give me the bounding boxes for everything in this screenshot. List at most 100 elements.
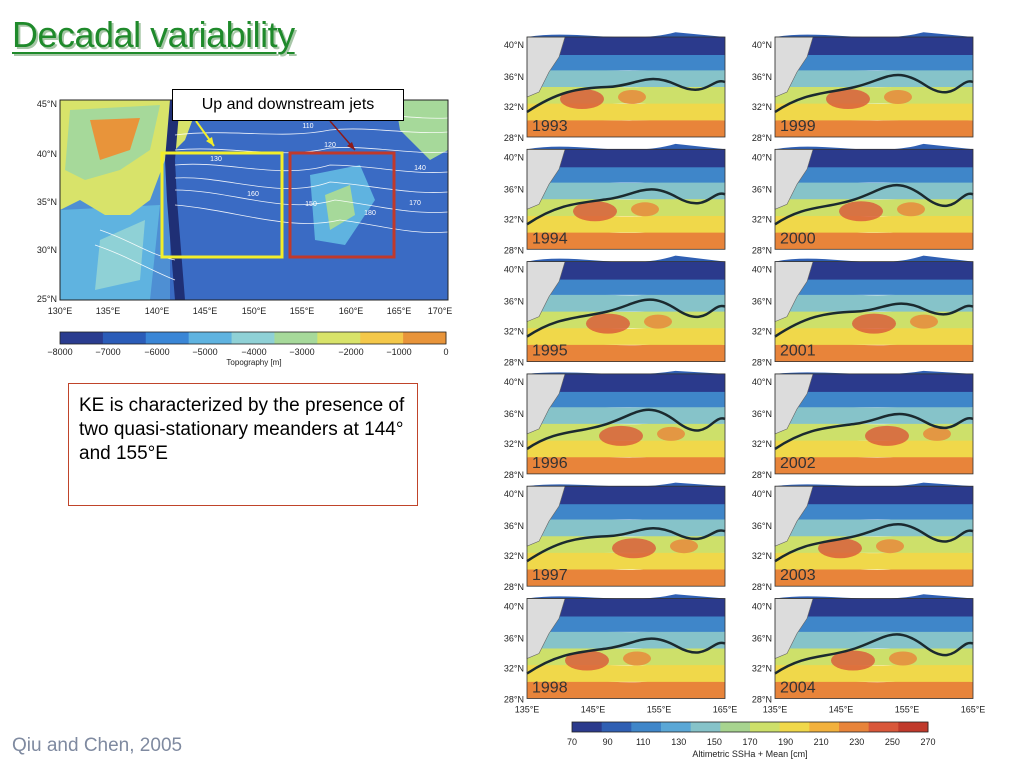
ssh-lat-label: 36°N (752, 72, 772, 82)
ssh-lat-label: 32°N (752, 102, 772, 112)
ssh-lat-label: 32°N (752, 551, 772, 561)
ssh-panel-1993 (526, 32, 726, 138)
topo-colorbar-label: Topography [m] (226, 358, 281, 367)
topo-colorbar-tick: 0 (443, 347, 448, 357)
ssh-panel-2000 (774, 143, 974, 250)
ssh-lat-label: 32°N (752, 214, 772, 224)
ssh-lat-label: 28°N (504, 245, 524, 255)
ssh-panel-1998 (526, 594, 726, 699)
topo-lon-label: 135°E (96, 306, 121, 316)
ssh-year-label: 2000 (780, 230, 816, 247)
ssh-lat-label: 40°N (504, 377, 524, 387)
ssh-lon-label: 165°E (961, 705, 986, 715)
ssh-colorbar-tick: 130 (671, 737, 686, 747)
ssh-colorbar-tick: 70 (567, 737, 577, 747)
upstream-jet-box (160, 151, 284, 259)
ssh-lat-label: 36°N (752, 184, 772, 194)
ssh-lat-label: 28°N (752, 695, 772, 705)
ssh-lat-label: 40°N (504, 602, 524, 612)
topo-colorbar-tick: −1000 (386, 347, 411, 357)
ssh-lat-label: 40°N (504, 40, 524, 50)
ssh-panel-grid: 1993 40°N 36°N 32°N 28°N 1994 40°N 36°N 32°N 28°N… (504, 32, 986, 715)
ssh-lat-label: 32°N (752, 439, 772, 449)
ssh-lat-label: 32°N (504, 327, 524, 337)
topo-colorbar-tick: −8000 (47, 347, 72, 357)
ssh-lon-label: 145°E (581, 705, 606, 715)
downstream-jet-box (288, 151, 396, 259)
ssh-lon-label: 155°E (647, 705, 672, 715)
ssh-year-label: 1997 (532, 567, 568, 584)
ssh-panel-1995 (526, 255, 726, 363)
topo-lat-label: 35°N (37, 197, 57, 207)
contour-label: 140 (414, 165, 426, 172)
topo-lat-label: 40°N (37, 149, 57, 159)
ssh-colorbar-swatch (661, 722, 692, 732)
topo-colorbar-swatch (403, 332, 447, 344)
ssh-lon-label: 135°E (763, 705, 788, 715)
ssh-lat-label: 32°N (504, 439, 524, 449)
ssh-lat-label: 28°N (504, 695, 524, 705)
ssh-lat-label: 36°N (752, 297, 772, 307)
topo-colorbar-tick: −3000 (289, 347, 314, 357)
ssh-lat-label: 28°N (504, 358, 524, 368)
ssh-lat-label: 32°N (504, 102, 524, 112)
ssh-colorbar-swatch (898, 722, 929, 732)
topo-colorbar-swatch (231, 332, 275, 344)
ssh-panel-1999 (774, 32, 974, 138)
ssh-colorbar-swatch (572, 722, 603, 732)
ssh-lat-label: 40°N (504, 489, 524, 499)
contour-label: 130 (210, 156, 222, 163)
ssh-colorbar-swatch (779, 722, 810, 732)
ssh-panel-1997 (526, 482, 726, 587)
ssh-lat-label: 28°N (752, 245, 772, 255)
ssh-year-label: 2004 (780, 680, 816, 697)
contour-label: 150 (305, 201, 317, 208)
ssh-lat-label: 36°N (504, 521, 524, 531)
ssh-colorbar-swatch (720, 722, 751, 732)
topo-colorbar-swatch (188, 332, 233, 344)
ssh-colorbar-label: Altimetric SSHa + Mean [cm] (692, 749, 807, 759)
contour-label: 170 (409, 200, 421, 207)
topo-colorbar-swatch (102, 332, 147, 344)
topo-colorbar-swatch (145, 332, 190, 344)
ssh-year-label: 1999 (780, 118, 816, 135)
ssh-panel-1994 (526, 143, 726, 250)
ssh-lat-label: 40°N (752, 602, 772, 612)
ssh-panel-2001 (774, 255, 974, 363)
ssh-lon-label: 155°E (895, 705, 920, 715)
ssh-year-label: 1993 (532, 118, 568, 135)
citation: Qiu and Chen, 2005 (12, 735, 183, 756)
ssh-lat-label: 36°N (752, 409, 772, 419)
topo-lat-label: 30°N (37, 245, 57, 255)
topo-lon-label: 160°E (339, 306, 364, 316)
ssh-lat-label: 32°N (504, 214, 524, 224)
ssh-lat-label: 40°N (752, 489, 772, 499)
topo-colorbar-swatch (360, 332, 404, 344)
ssh-lat-label: 40°N (504, 265, 524, 275)
topo-colorbar-swatch (274, 332, 318, 344)
ssh-lat-label: 40°N (752, 152, 772, 162)
topo-lon-label: 140°E (145, 306, 170, 316)
ssh-colorbar-tick: 190 (778, 737, 793, 747)
ssh-panel-2004 (774, 594, 974, 699)
ssh-lat-label: 28°N (504, 133, 524, 143)
ssh-year-label: 1994 (532, 230, 568, 247)
ssh-lat-label: 28°N (504, 582, 524, 592)
ssh-colorbar-swatch (601, 722, 632, 732)
ssh-year-label: 1996 (532, 455, 568, 472)
topo-colorbar-swatch (60, 332, 104, 344)
ssh-lat-label: 32°N (752, 664, 772, 674)
ssh-lon-label: 165°E (713, 705, 738, 715)
topography-colorbar (59, 331, 447, 345)
topo-colorbar-tick: −4000 (241, 347, 266, 357)
ssh-lat-label: 36°N (504, 72, 524, 82)
ssh-year-label: 1998 (532, 680, 568, 697)
ssh-lat-label: 28°N (752, 582, 772, 592)
ssh-panel-2002 (774, 370, 974, 475)
ssh-lat-label: 28°N (752, 133, 772, 143)
contour-label: 180 (364, 210, 376, 217)
ssh-lat-label: 40°N (504, 152, 524, 162)
ssh-colorbar-swatch (809, 722, 840, 732)
topo-colorbar-tick: −5000 (192, 347, 217, 357)
